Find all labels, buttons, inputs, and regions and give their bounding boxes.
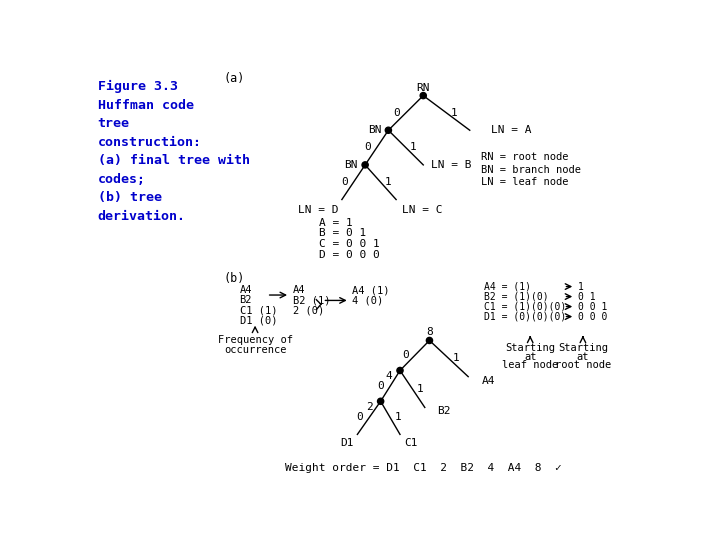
Text: 1: 1 (385, 177, 392, 187)
Circle shape (426, 338, 433, 343)
Circle shape (377, 398, 384, 404)
Text: B2: B2 (240, 295, 252, 306)
Text: occurrence: occurrence (224, 345, 287, 355)
Circle shape (362, 162, 368, 168)
Text: 0 0 0: 0 0 0 (578, 312, 608, 322)
Text: D1: D1 (340, 438, 354, 448)
Text: 1: 1 (453, 353, 460, 363)
Text: A4: A4 (240, 286, 252, 295)
Text: C = 0 0 1: C = 0 0 1 (319, 239, 379, 249)
Text: D = 0 0 0: D = 0 0 0 (319, 250, 379, 260)
Text: 2 (0): 2 (0) (293, 306, 324, 315)
Text: 0: 0 (392, 107, 400, 118)
Text: B2: B2 (437, 406, 451, 416)
Text: B2 = (1)(0): B2 = (1)(0) (484, 292, 549, 301)
Text: D1 = (0)(0)(0): D1 = (0)(0)(0) (484, 312, 566, 322)
Text: C1 = (1)(0)(0): C1 = (1)(0)(0) (484, 301, 566, 312)
Text: RN = root node: RN = root node (482, 152, 569, 162)
Text: (b): (b) (223, 272, 245, 285)
Text: Frequency of: Frequency of (217, 335, 292, 346)
Circle shape (397, 367, 403, 374)
Text: A4 = (1): A4 = (1) (484, 281, 531, 292)
Circle shape (385, 127, 392, 133)
Text: leaf node: leaf node (502, 360, 558, 370)
Circle shape (420, 92, 426, 99)
Text: 0 1: 0 1 (578, 292, 596, 301)
Text: root node: root node (555, 360, 611, 370)
Text: at: at (577, 352, 589, 362)
Text: 0: 0 (341, 177, 348, 187)
Text: LN = A: LN = A (492, 125, 532, 135)
Text: A4: A4 (293, 286, 305, 295)
Text: 1: 1 (451, 107, 458, 118)
Text: Starting: Starting (558, 343, 608, 353)
Text: 0: 0 (402, 350, 409, 360)
Text: at: at (524, 352, 536, 362)
Text: D1 (0): D1 (0) (240, 315, 277, 326)
Text: Weight order = D1  C1  2  B2  4  A4  8  ✓: Weight order = D1 C1 2 B2 4 A4 8 ✓ (285, 462, 562, 472)
Text: 2: 2 (366, 402, 373, 411)
Text: (a): (a) (223, 72, 245, 85)
Text: 8: 8 (426, 327, 433, 337)
Text: A = 1: A = 1 (319, 218, 352, 228)
Text: Figure 3.3
Huffman code
tree
construction:
(a) final tree with
codes;
(b) tree
d: Figure 3.3 Huffman code tree constructio… (98, 80, 250, 223)
Text: 4: 4 (386, 371, 392, 381)
Text: Starting: Starting (505, 343, 555, 353)
Text: 0: 0 (377, 381, 384, 391)
Text: 1: 1 (417, 384, 423, 394)
Text: 4 (0): 4 (0) (352, 295, 383, 306)
Text: B = 0 1: B = 0 1 (319, 228, 366, 239)
Text: C1 (1): C1 (1) (240, 306, 277, 315)
Text: BN = branch node: BN = branch node (482, 165, 581, 174)
Text: 1: 1 (578, 281, 584, 292)
Text: 1: 1 (395, 413, 401, 422)
Text: LN = leaf node: LN = leaf node (482, 177, 569, 187)
Text: 0 0 1: 0 0 1 (578, 301, 608, 312)
Text: 0: 0 (356, 413, 363, 422)
Text: 1: 1 (410, 142, 417, 152)
Text: A4: A4 (482, 375, 495, 386)
Text: RN: RN (416, 83, 430, 93)
Text: 0: 0 (364, 142, 371, 152)
Text: LN = D: LN = D (297, 205, 338, 214)
Text: BN: BN (368, 125, 381, 135)
Text: LN = C: LN = C (402, 205, 443, 214)
Text: B2 (1): B2 (1) (293, 295, 330, 306)
Text: LN = B: LN = B (431, 160, 472, 170)
Text: BN: BN (344, 160, 358, 170)
Text: A4 (1): A4 (1) (352, 286, 390, 295)
Text: C1: C1 (404, 438, 418, 448)
